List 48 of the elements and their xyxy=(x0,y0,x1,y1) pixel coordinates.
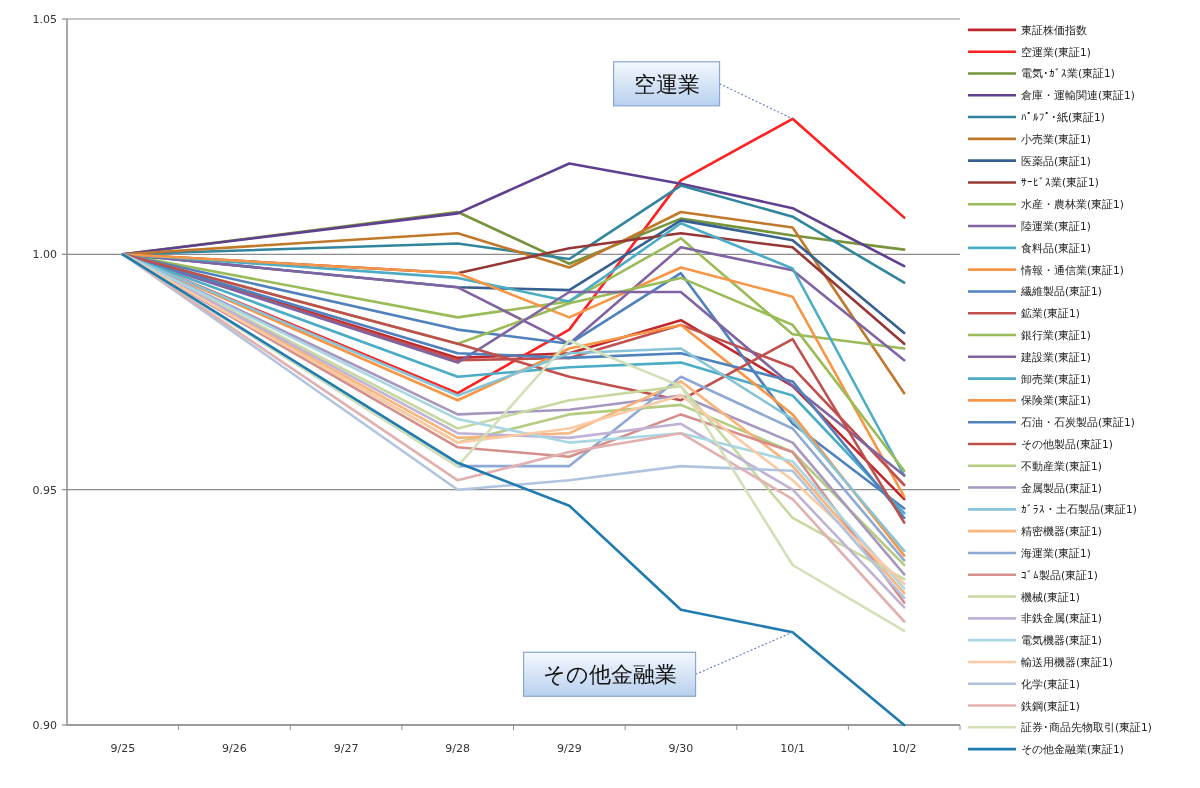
x-tick-label: 10/2 xyxy=(891,742,917,755)
x-tick-label: 9/28 xyxy=(445,742,471,755)
legend-label: 東証株価指数 xyxy=(1021,23,1087,36)
legend-label: 海運業(東証1) xyxy=(1021,546,1091,559)
y-tick-label: 0.95 xyxy=(32,483,57,497)
legend-label: その他製品(東証1) xyxy=(1021,437,1113,450)
legend-label: 食料品(東証1) xyxy=(1021,241,1091,254)
annotation: 空運業 xyxy=(633,71,700,97)
legend-label: 精密機器(東証1) xyxy=(1021,525,1102,538)
legend-label: 空運業(東証1) xyxy=(1021,45,1091,58)
y-tick-label: 1.00 xyxy=(32,248,57,262)
legend-label: ｻｰﾋﾞｽ業(東証1) xyxy=(1021,176,1099,189)
legend-label: ｺﾞﾑ製品(東証1) xyxy=(1021,568,1098,581)
legend-label: 情報・通信業(東証1) xyxy=(1020,263,1124,276)
x-tick-label: 9/29 xyxy=(556,742,582,755)
legend-label: 陸運業(東証1) xyxy=(1021,220,1091,233)
legend-label: その他金融業(東証1) xyxy=(1021,743,1124,756)
y-tick-label: 0.90 xyxy=(32,719,57,732)
legend-label: 証券･商品先物取引(東証1) xyxy=(1021,721,1152,734)
legend-label: 医薬品(東証1) xyxy=(1021,154,1091,167)
legend-label: 小売業(東証1) xyxy=(1021,132,1091,145)
legend-label: 卸売業(東証1) xyxy=(1021,372,1091,385)
legend-label: 機械(東証1) xyxy=(1021,590,1080,603)
legend-label: 電気･ｶﾞｽ業(東証1) xyxy=(1021,67,1115,80)
legend-label: 金属製品(東証1) xyxy=(1021,481,1102,494)
legend-label: 石油・石炭製品(東証1) xyxy=(1021,416,1135,429)
legend-label: 不動産業(東証1) xyxy=(1021,459,1102,472)
legend-label: 保険業(東証1) xyxy=(1021,394,1091,407)
legend-label: 銀行業(東証1) xyxy=(1021,329,1091,342)
y-tick-label: 1.05 xyxy=(32,13,57,26)
legend-label: 建設業(東証1) xyxy=(1020,350,1091,363)
legend-label: 鉱業(東証1) xyxy=(1021,307,1080,320)
legend-label: 倉庫・運輸関連(東証1) xyxy=(1021,89,1135,102)
legend-label: 電気機器(東証1) xyxy=(1021,634,1102,647)
x-tick-label: 9/30 xyxy=(668,742,694,755)
legend-label: 化学(東証1) xyxy=(1021,677,1080,690)
legend-label: 輸送用機器(東証1) xyxy=(1021,655,1113,668)
x-tick-label: 9/27 xyxy=(333,742,359,755)
x-tick-label: 9/26 xyxy=(222,742,247,755)
x-tick-label: 9/25 xyxy=(110,742,136,755)
legend-label: 水産・農林業(東証1) xyxy=(1021,198,1124,211)
legend-label: ｶﾞﾗｽ・土石製品(東証1) xyxy=(1021,503,1137,516)
legend-label: 非鉄金属(東証1) xyxy=(1021,612,1102,625)
x-tick-label: 10/1 xyxy=(780,742,805,755)
legend-label: 繊維製品(東証1) xyxy=(1020,285,1102,298)
legend-label: 鉄鋼(東証1) xyxy=(1021,699,1080,712)
annotation: その他金融業 xyxy=(542,662,677,688)
legend-label: ﾊﾟﾙﾌﾟ･紙(東証1) xyxy=(1021,111,1105,124)
